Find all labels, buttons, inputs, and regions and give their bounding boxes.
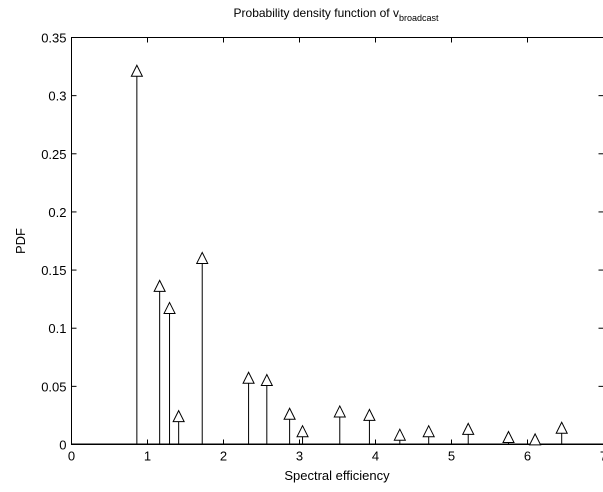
x-tick-label: 2 <box>220 449 227 464</box>
y-axis-label: PDF <box>13 228 28 254</box>
x-tick-label: 3 <box>296 449 303 464</box>
x-tick-label: 1 <box>144 449 151 464</box>
x-tick-label: 5 <box>448 449 455 464</box>
x-tick-label: 6 <box>524 449 531 464</box>
chart-title-subscript: broadcast <box>399 13 439 23</box>
chart-title-main: Probability density function of v <box>234 6 399 20</box>
y-tick-label: 0.05 <box>41 379 66 394</box>
y-tick-label: 0.15 <box>41 263 66 278</box>
x-axis-label: Spectral efficiency <box>284 468 390 483</box>
y-tick-label: 0.35 <box>41 31 66 46</box>
y-tick-label: 0.3 <box>48 89 66 104</box>
y-tick-label: 0.25 <box>41 147 66 162</box>
y-tick-label: 0.1 <box>48 321 66 336</box>
y-tick-label: 0 <box>59 438 66 453</box>
y-tick-label: 0.2 <box>48 205 66 220</box>
x-tick-label: 4 <box>372 449 379 464</box>
x-tick-label: 0 <box>68 449 75 464</box>
